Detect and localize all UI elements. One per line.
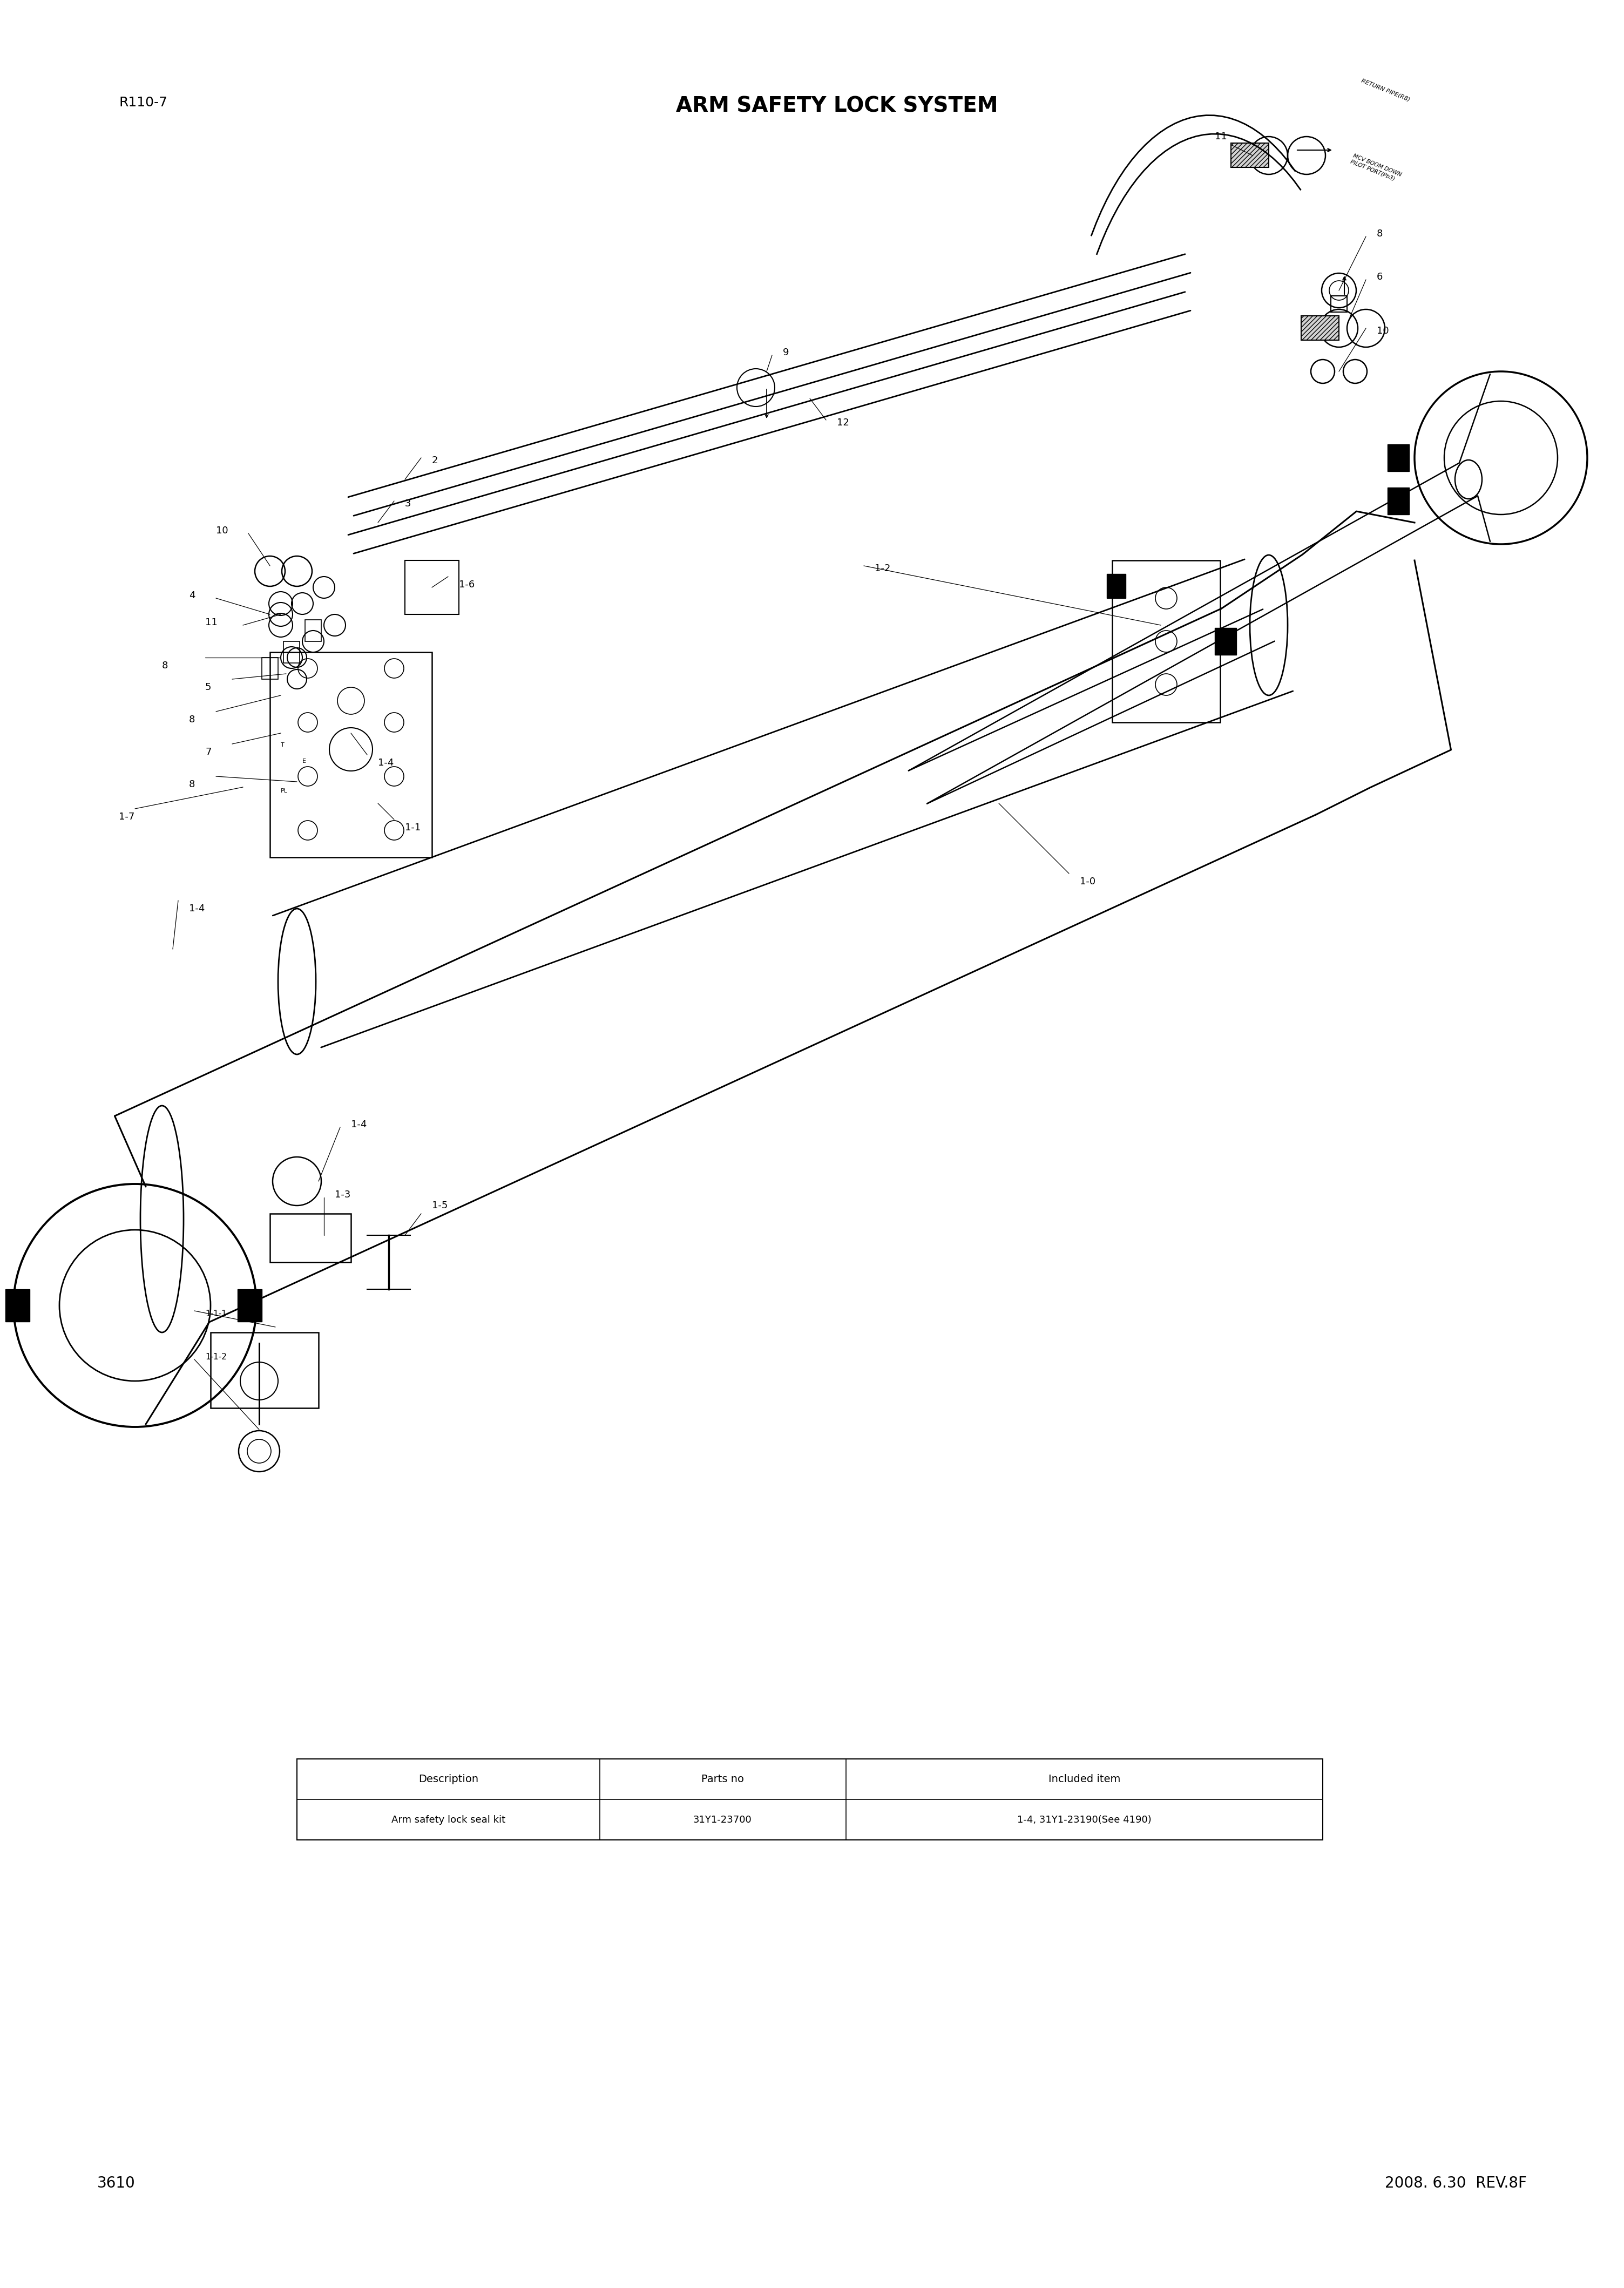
Text: 9: 9 — [783, 348, 789, 357]
Text: 1-1-1: 1-1-1 — [205, 1309, 227, 1318]
Text: Description: Description — [419, 1773, 477, 1785]
Text: 1-1: 1-1 — [404, 824, 421, 833]
Bar — [297, 1759, 1322, 1840]
Bar — [261, 657, 278, 680]
Bar — [5, 1288, 29, 1322]
Text: 8: 8 — [188, 714, 195, 725]
Text: R110-7: R110-7 — [119, 96, 167, 110]
Bar — [1112, 561, 1220, 723]
Text: 10: 10 — [1377, 327, 1389, 336]
Text: Arm safety lock seal kit: Arm safety lock seal kit — [391, 1814, 505, 1824]
Text: 1-2: 1-2 — [875, 563, 890, 574]
Text: 1-4: 1-4 — [351, 1119, 367, 1130]
Text: 1-3: 1-3 — [335, 1190, 351, 1199]
Text: PL: PL — [281, 789, 287, 794]
Text: Parts no: Parts no — [702, 1773, 744, 1785]
Text: 3: 3 — [404, 499, 411, 508]
Text: Included item: Included item — [1047, 1773, 1121, 1785]
Text: MCV BOOM DOWN
PILOT PORT(Pb3): MCV BOOM DOWN PILOT PORT(Pb3) — [1350, 153, 1403, 183]
Text: 11: 11 — [1215, 133, 1228, 142]
Text: 1-6: 1-6 — [460, 579, 474, 590]
Text: 12: 12 — [836, 419, 849, 428]
Text: 8: 8 — [188, 780, 195, 789]
Text: 1-4, 31Y1-23190(See 4190): 1-4, 31Y1-23190(See 4190) — [1017, 1814, 1151, 1824]
Text: ARM SAFETY LOCK SYSTEM: ARM SAFETY LOCK SYSTEM — [676, 96, 997, 117]
Text: 8: 8 — [162, 661, 169, 670]
Text: 7: 7 — [205, 748, 211, 757]
Text: 2: 2 — [432, 455, 438, 464]
Bar — [270, 652, 432, 858]
Bar — [1301, 316, 1338, 341]
Text: T: T — [281, 741, 284, 748]
Text: E: E — [302, 760, 305, 764]
Text: 1-4: 1-4 — [188, 904, 205, 913]
Text: 10: 10 — [216, 526, 229, 535]
Text: 6: 6 — [1377, 272, 1384, 281]
Bar — [1387, 444, 1410, 471]
Text: 31Y1-23700: 31Y1-23700 — [693, 1814, 752, 1824]
Bar — [305, 620, 322, 641]
Bar — [1387, 487, 1410, 515]
Text: 2008. 6.30  REV.8F: 2008. 6.30 REV.8F — [1385, 2176, 1527, 2192]
Text: 11: 11 — [205, 618, 218, 627]
Text: RETURN PIPE(R8): RETURN PIPE(R8) — [1361, 78, 1411, 103]
Bar — [211, 1332, 318, 1407]
Text: 8: 8 — [1377, 229, 1384, 238]
Text: 1-4: 1-4 — [378, 757, 393, 769]
Text: 1-0: 1-0 — [1080, 876, 1096, 885]
Bar — [404, 561, 460, 615]
Bar — [1108, 574, 1125, 597]
Bar — [237, 1288, 261, 1322]
Text: 1-5: 1-5 — [432, 1201, 448, 1210]
Bar — [284, 641, 300, 664]
Text: 1-7: 1-7 — [119, 812, 135, 821]
Bar — [1231, 144, 1268, 167]
Bar — [270, 1213, 351, 1263]
Text: 5: 5 — [205, 682, 211, 693]
Bar — [1330, 295, 1346, 311]
Text: 4: 4 — [188, 590, 195, 599]
Bar — [1215, 627, 1236, 654]
Text: 1-1-2: 1-1-2 — [205, 1352, 227, 1361]
Text: 3610: 3610 — [97, 2176, 135, 2192]
